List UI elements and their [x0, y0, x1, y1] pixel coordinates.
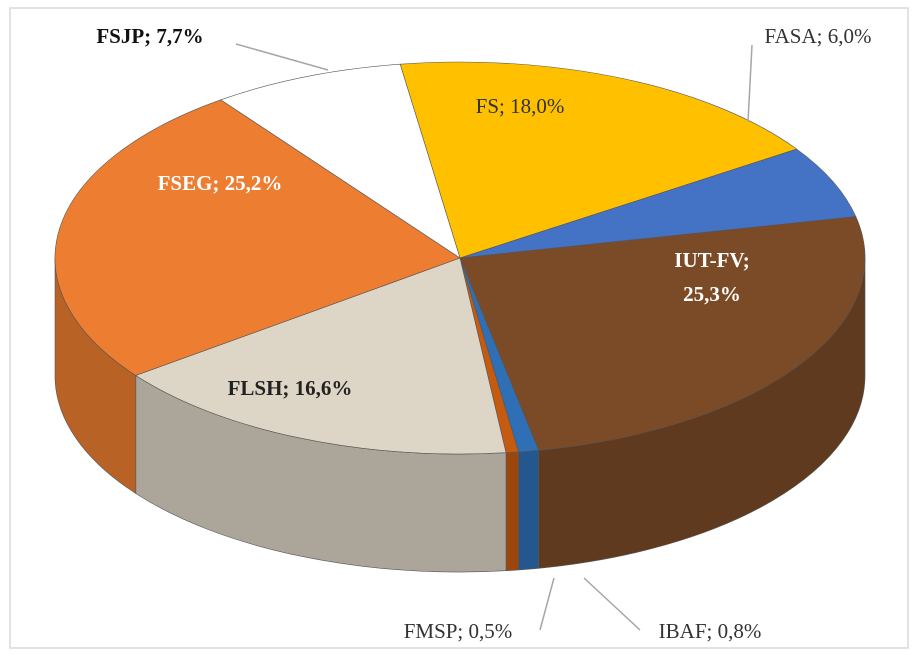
pie-slice: [135, 257, 507, 455]
pie-slice: [54, 99, 461, 376]
data-label: FLSH; 16,6%: [228, 376, 353, 400]
data-label: FASA; 6,0%: [765, 24, 872, 48]
pie-slice: [459, 216, 866, 451]
data-label: IUT-FV; 25,3%: [674, 248, 749, 306]
leader-line: [583, 577, 641, 631]
data-label: FMSP; 0,5%: [404, 619, 513, 643]
data-label: FS; 18,0%: [476, 94, 565, 118]
leader-line: [539, 577, 555, 631]
pie-side: [505, 451, 519, 572]
pie-slice: [220, 63, 461, 259]
leader-line: [747, 44, 753, 123]
leader-line: [235, 43, 329, 71]
pie-slice: [459, 148, 857, 259]
pie-slice: [399, 61, 798, 259]
pie-side: [518, 449, 539, 571]
data-label: FSJP; 7,7%: [96, 24, 203, 48]
data-label: FSEG; 25,2%: [158, 171, 283, 195]
data-label: IBAF; 0,8%: [659, 619, 762, 643]
